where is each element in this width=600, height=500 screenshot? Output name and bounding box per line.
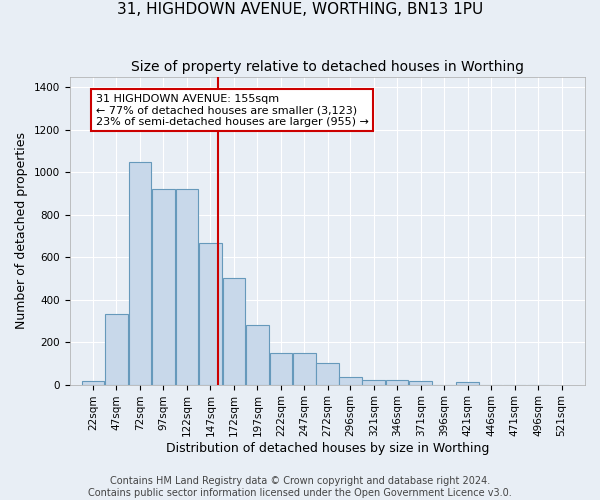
Y-axis label: Number of detached properties: Number of detached properties <box>15 132 28 329</box>
Bar <box>386 380 409 384</box>
Bar <box>152 189 175 384</box>
Bar <box>293 352 316 384</box>
Bar <box>316 364 339 384</box>
Bar <box>105 314 128 384</box>
Bar <box>176 189 198 384</box>
Text: 31, HIGHDOWN AVENUE, WORTHING, BN13 1PU: 31, HIGHDOWN AVENUE, WORTHING, BN13 1PU <box>117 2 483 18</box>
Text: 31 HIGHDOWN AVENUE: 155sqm
← 77% of detached houses are smaller (3,123)
23% of s: 31 HIGHDOWN AVENUE: 155sqm ← 77% of deta… <box>96 94 368 127</box>
Bar <box>362 380 385 384</box>
Bar <box>223 278 245 384</box>
X-axis label: Distribution of detached houses by size in Worthing: Distribution of detached houses by size … <box>166 442 489 455</box>
Bar <box>409 382 432 384</box>
Text: Contains HM Land Registry data © Crown copyright and database right 2024.
Contai: Contains HM Land Registry data © Crown c… <box>88 476 512 498</box>
Bar <box>82 382 104 384</box>
Bar <box>128 162 151 384</box>
Bar <box>199 244 221 384</box>
Bar <box>457 382 479 384</box>
Bar <box>339 377 362 384</box>
Title: Size of property relative to detached houses in Worthing: Size of property relative to detached ho… <box>131 60 524 74</box>
Bar <box>246 325 269 384</box>
Bar <box>269 352 292 384</box>
